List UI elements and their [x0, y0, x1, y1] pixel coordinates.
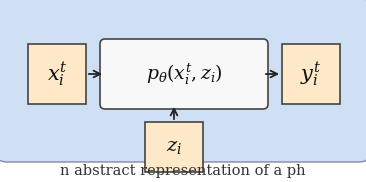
FancyBboxPatch shape	[145, 122, 203, 172]
FancyBboxPatch shape	[28, 44, 86, 104]
Text: $y_i^t$: $y_i^t$	[300, 60, 322, 88]
Text: $p_{\theta}(x_i^t, z_i)$: $p_{\theta}(x_i^t, z_i)$	[146, 61, 223, 87]
Text: $z_i$: $z_i$	[166, 138, 182, 156]
Text: $x_i^t$: $x_i^t$	[47, 60, 67, 88]
Text: n abstract representation of a ph: n abstract representation of a ph	[60, 164, 306, 178]
FancyBboxPatch shape	[282, 44, 340, 104]
FancyBboxPatch shape	[100, 39, 268, 109]
FancyBboxPatch shape	[0, 0, 366, 162]
